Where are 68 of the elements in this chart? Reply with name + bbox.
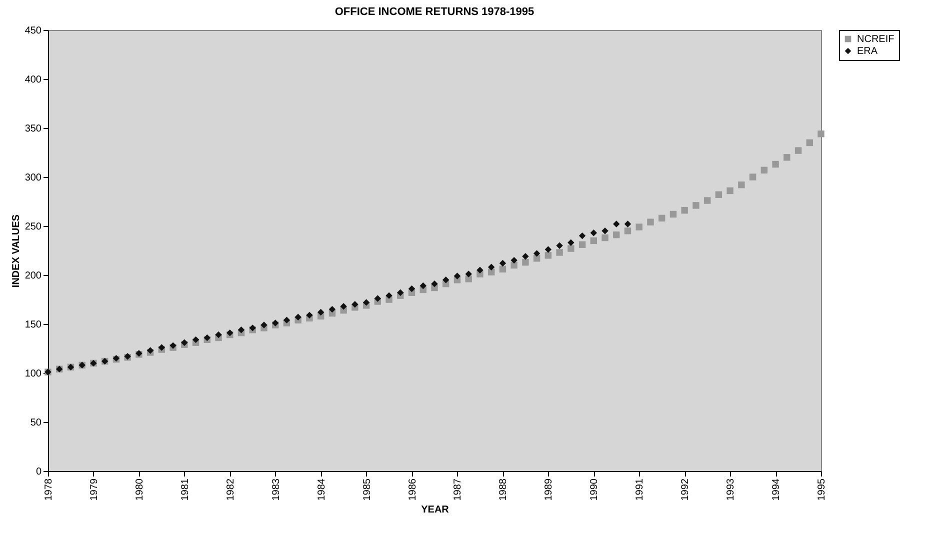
legend-label: NCREIF [857,34,894,45]
point [578,232,586,240]
y-tick-label: 450 [24,26,42,36]
x-tick-label: 1988 [498,478,510,501]
y-tick-label: 250 [24,222,42,232]
x-tick-label: 1978 [44,478,54,501]
point [397,289,404,296]
y-tick-label: 400 [24,74,42,86]
point [442,276,450,284]
x-tick-label: 1985 [362,478,373,501]
point [556,242,563,249]
point [192,336,200,344]
x-tick-label: 1987 [452,478,464,501]
x-tick-label: 1993 [726,478,737,501]
legend-label: ERA [857,46,878,57]
y-tick-label: 350 [24,124,42,134]
point [340,303,347,310]
y-tick-label: 300 [24,172,42,184]
point [431,280,438,288]
x-tick-label: 1979 [88,478,100,501]
point [306,312,313,319]
point [465,270,472,278]
point [317,308,324,316]
point [328,306,336,313]
x-tick-label: 1980 [134,478,146,501]
x-tick-label: 1981 [180,478,191,501]
point [568,239,574,246]
x-tick-label: 1990 [589,478,600,501]
point [510,256,518,264]
point [408,285,416,292]
point [454,272,461,280]
point [420,282,426,290]
point [386,292,392,299]
x-tick-label: 1986 [407,478,418,501]
point [624,220,632,228]
x-tick-label: 1992 [680,478,692,501]
x-tick-label: 1994 [771,478,782,501]
x-tick-label: 1995 [816,478,828,501]
y-tick-label: 50 [30,418,42,428]
point [522,253,529,260]
y-tick-label: 0 [36,466,42,478]
point [374,295,382,302]
point [476,266,484,274]
point [602,228,608,234]
y-tick-label: 100 [24,368,42,380]
x-tick-label: 1982 [225,478,236,501]
point [352,301,358,308]
x-axis-title: YEAR [421,504,450,516]
chart-title: OFFICE INCOME RETURNS 1978-1995 [334,6,534,18]
point [488,264,495,271]
point [533,250,540,257]
point [294,314,302,320]
point [613,220,620,228]
y-tick-label: 200 [24,270,42,282]
point [590,230,597,236]
point [215,331,222,338]
x-tick-label: 1989 [544,478,555,501]
y-axis-title: INDEX VALUES [10,214,22,288]
point [362,299,370,306]
point [238,326,245,334]
x-tick-label: 1983 [270,478,282,501]
x-tick-label: 1991 [634,478,646,501]
point [499,260,506,267]
point [544,246,552,253]
y-tick-label: 150 [24,320,42,330]
point [260,322,268,328]
point [283,316,290,324]
x-tick-label: 1984 [316,478,328,501]
